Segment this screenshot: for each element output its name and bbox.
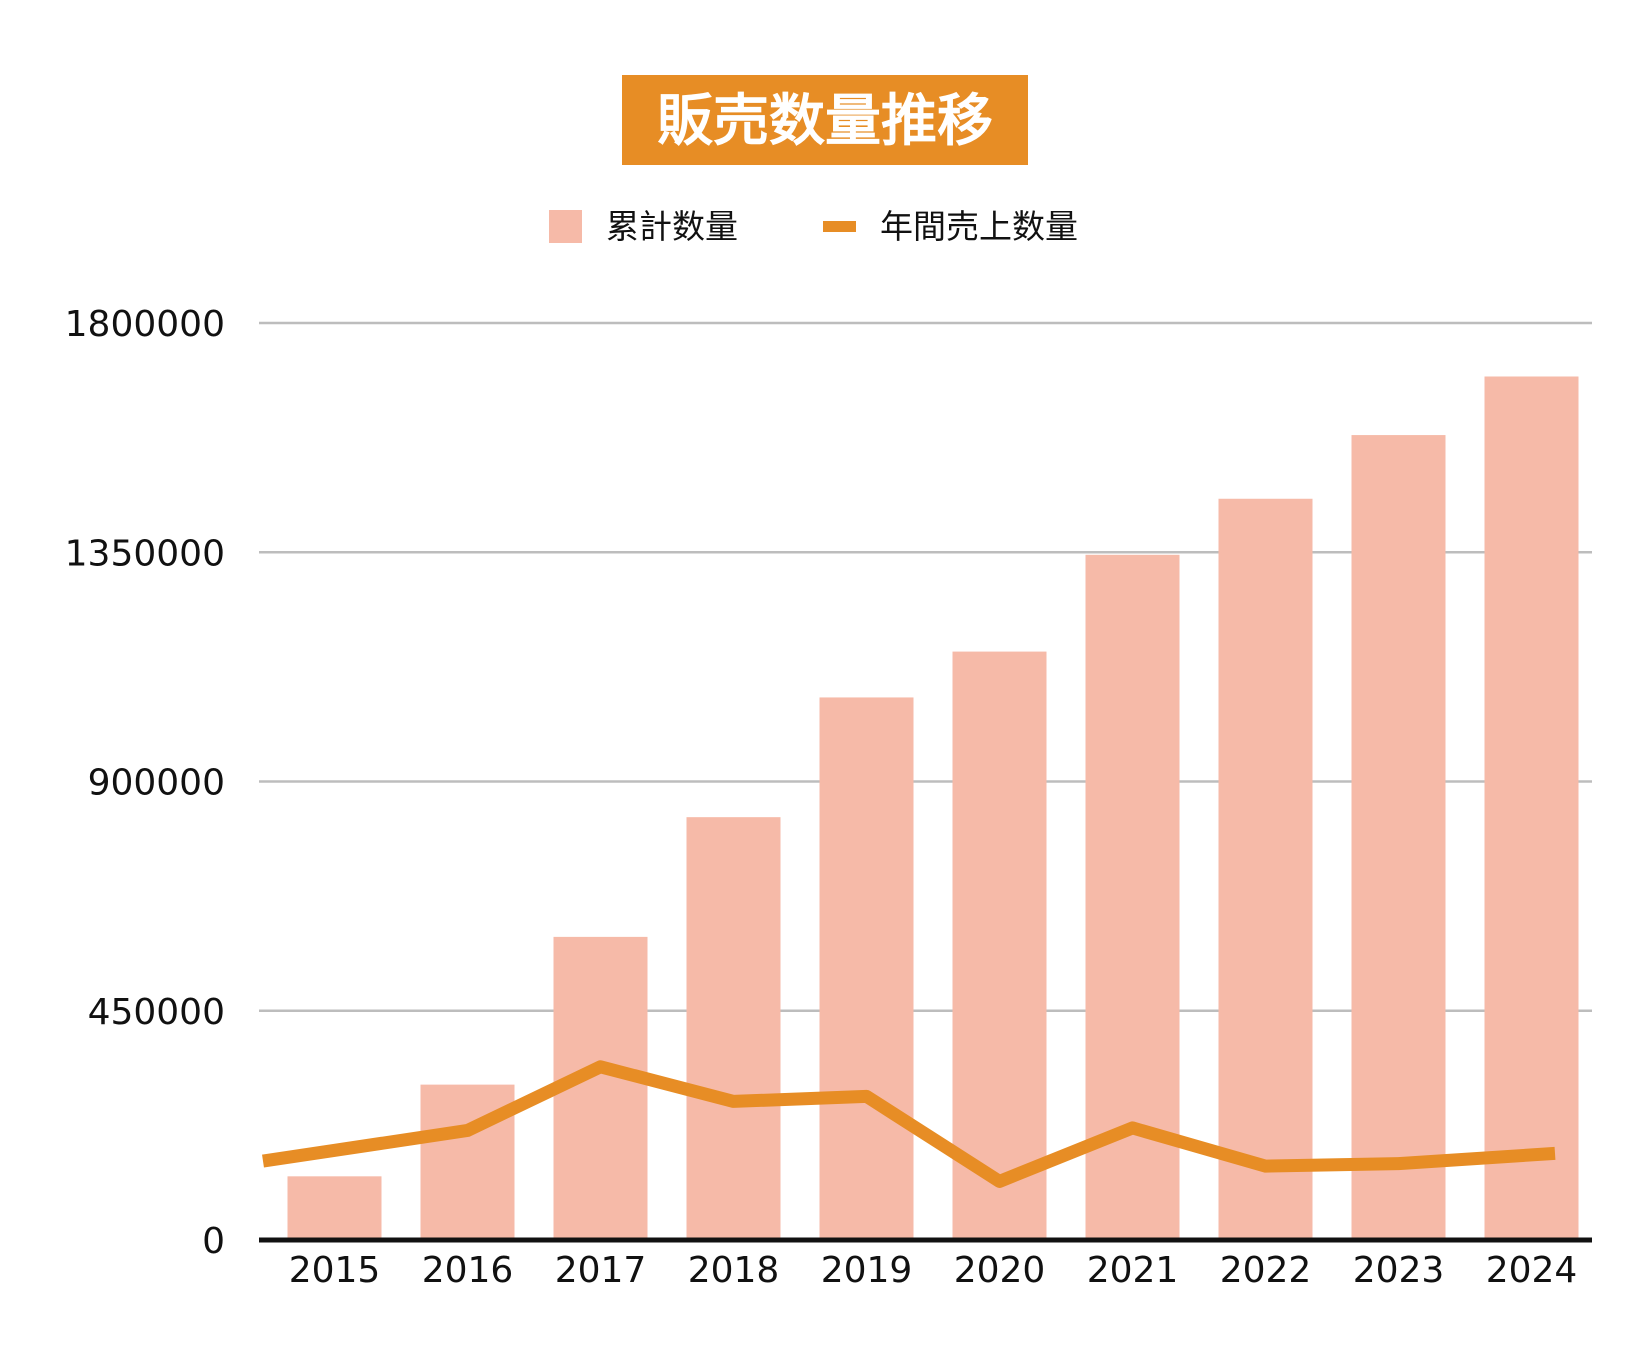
legend-label-bar: 累計数量: [606, 207, 738, 246]
bar-series: [287, 376, 1579, 1241]
legend: 累計数量 年間売上数量: [549, 207, 1078, 246]
bar-2022: [1218, 498, 1313, 1241]
x-tick-label: 2022: [1220, 1250, 1312, 1291]
y-axis-tick-labels: 0 450000 900000 1350000 1800000: [65, 304, 225, 1262]
chart-title-group: 販売数量推移: [622, 75, 1028, 165]
bar-2024: [1484, 376, 1579, 1240]
x-axis-tick-labels: 2015 2016 2017 2018 2019 2020 2021 2022 2023 2024: [289, 1250, 1578, 1291]
y-tick-label: 1350000: [65, 533, 225, 574]
x-tick-label: 2024: [1486, 1250, 1578, 1291]
legend-swatch-bar: [549, 210, 582, 243]
bar-2018: [686, 817, 781, 1240]
bar-2019: [819, 697, 914, 1240]
y-tick-label: 0: [202, 1221, 225, 1262]
y-tick-label: 900000: [88, 763, 225, 804]
x-tick-label: 2017: [555, 1250, 647, 1291]
chart-title-background: [622, 75, 1028, 165]
x-tick-label: 2021: [1087, 1250, 1179, 1291]
bar-2015: [287, 1176, 382, 1240]
x-tick-label: 2023: [1353, 1250, 1445, 1291]
x-tick-label: 2018: [688, 1250, 780, 1291]
legend-label-line: 年間売上数量: [880, 207, 1078, 246]
bar-2023: [1351, 435, 1446, 1241]
legend-swatch-line: [823, 221, 856, 232]
y-tick-label: 450000: [88, 992, 225, 1033]
bar-2020: [952, 651, 1047, 1240]
x-tick-label: 2016: [422, 1250, 514, 1291]
line-series-path: [262, 1060, 1556, 1188]
x-tick-label: 2020: [954, 1250, 1046, 1291]
y-tick-label: 1800000: [65, 304, 225, 345]
line-series: [262, 1060, 1556, 1188]
chart-title: 販売数量推移: [657, 89, 993, 154]
x-tick-label: 2015: [289, 1250, 381, 1291]
x-tick-label: 2019: [821, 1250, 913, 1291]
